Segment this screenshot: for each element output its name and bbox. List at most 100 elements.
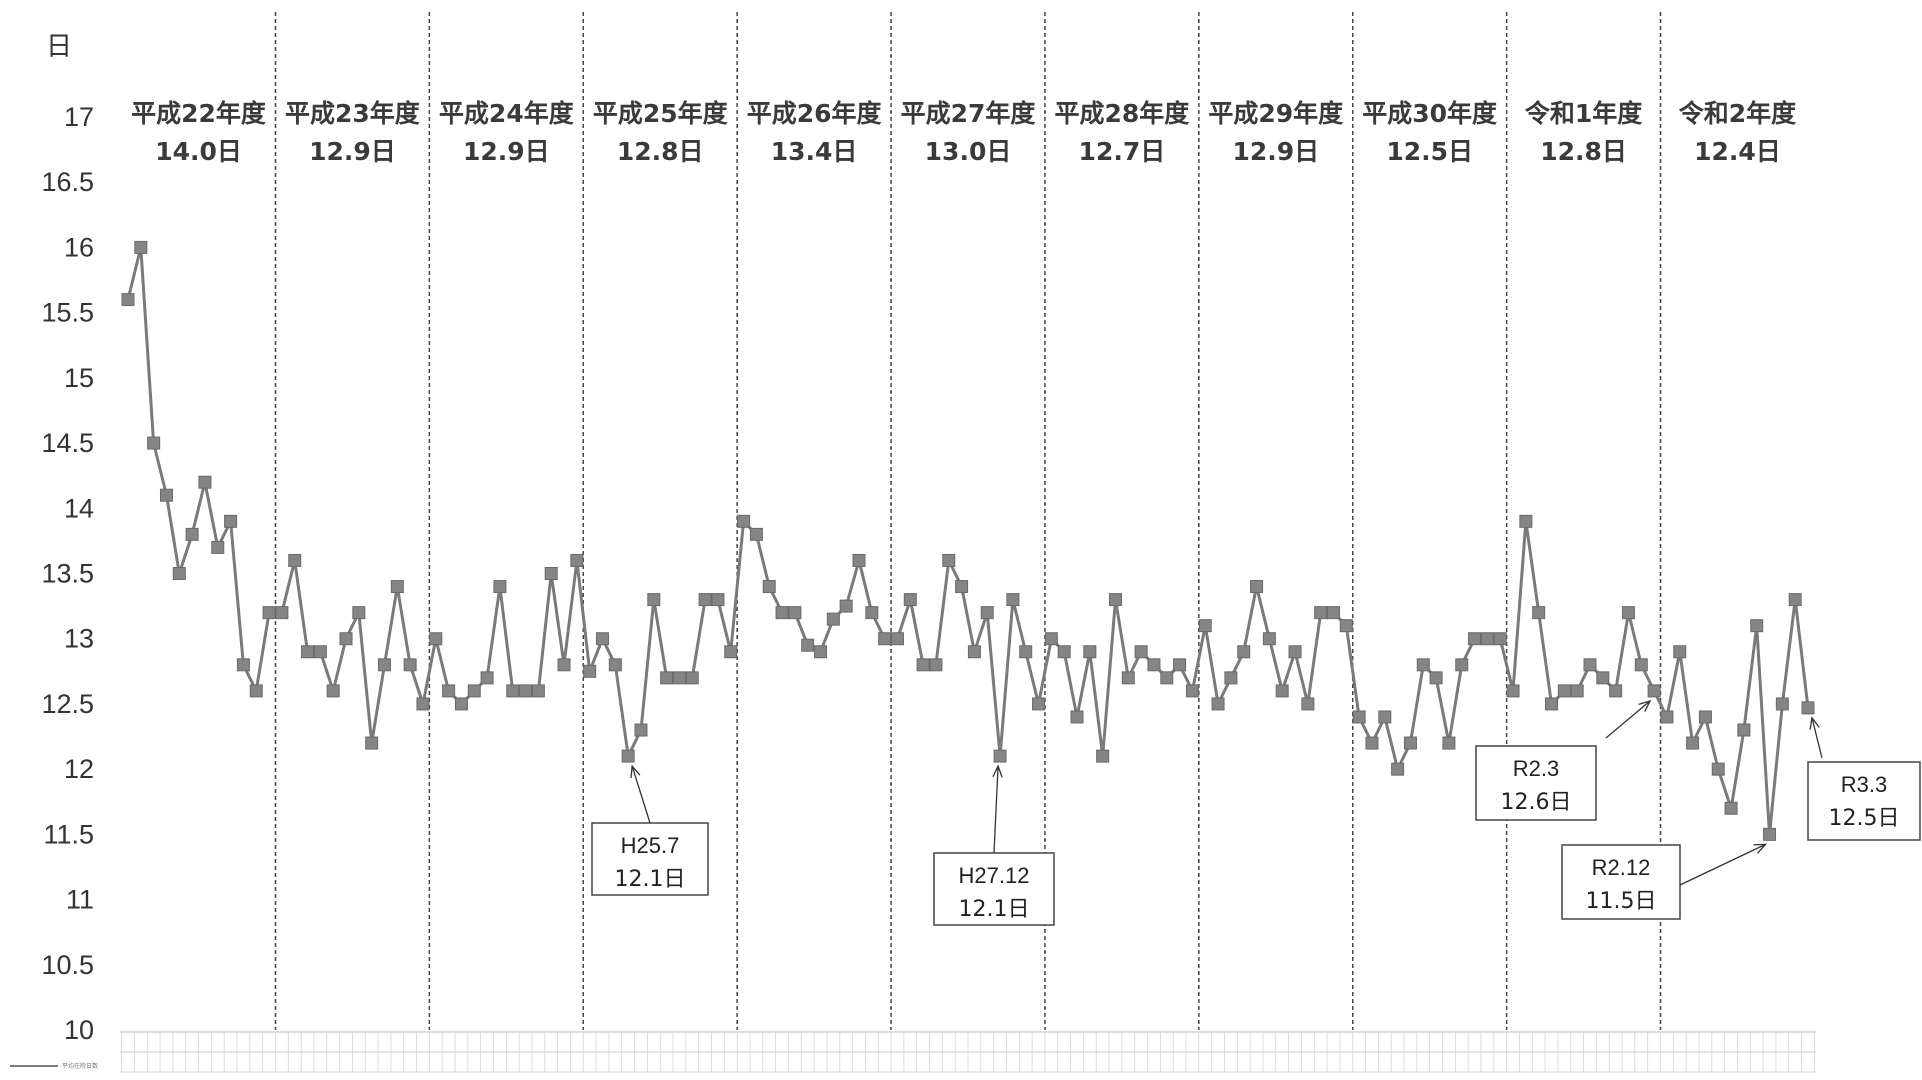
fiscal-year-name: 平成22年度 [131, 99, 266, 128]
callout-arrow-line [1605, 700, 1651, 739]
data-point [1711, 762, 1725, 776]
data-point [916, 658, 930, 672]
data-point [1788, 593, 1802, 607]
data-point [198, 475, 212, 489]
fiscal-year-average: 13.0日 [925, 137, 1012, 166]
data-point [762, 580, 776, 594]
y-tick-label: 15.5 [41, 298, 94, 328]
fiscal-year-average: 13.4日 [771, 137, 858, 166]
data-point [557, 658, 571, 672]
fiscal-year-average: 12.9日 [309, 137, 396, 166]
data-point [1634, 658, 1648, 672]
data-point [1057, 645, 1071, 659]
data-point [531, 684, 545, 698]
data-table-strip [120, 1031, 1816, 1073]
data-point [467, 684, 481, 698]
data-point [596, 632, 610, 646]
data-point [1429, 671, 1443, 685]
data-point [1237, 645, 1251, 659]
data-point [1545, 697, 1559, 711]
data-point [1173, 658, 1187, 672]
data-point [903, 593, 917, 607]
data-point [275, 606, 289, 620]
data-point [660, 671, 674, 685]
y-tick-label: 14 [64, 493, 94, 523]
callout-arrow-line [631, 765, 651, 824]
data-point [1224, 671, 1238, 685]
data-point [1352, 710, 1366, 724]
data-point [1070, 710, 1084, 724]
fiscal-year-name: 平成28年度 [1054, 99, 1189, 128]
data-point [698, 593, 712, 607]
data-point [878, 632, 892, 646]
data-point [1455, 658, 1469, 672]
data-point [1442, 736, 1456, 750]
fiscal-year-average: 12.9日 [1232, 137, 1319, 166]
data-point [1083, 645, 1097, 659]
data-point [1301, 697, 1315, 711]
callout: R2.12 11.5日 [1561, 843, 1768, 920]
data-point [1403, 736, 1417, 750]
data-point [326, 684, 340, 698]
data-point [1160, 671, 1174, 685]
callout: R2.3 12.6日 [1475, 699, 1652, 821]
data-point [737, 514, 751, 528]
data-point [1724, 801, 1738, 815]
fiscal-year-name: 平成25年度 [593, 99, 728, 128]
data-point [890, 632, 904, 646]
data-point [1121, 671, 1135, 685]
callout-box [1807, 761, 1921, 841]
y-tick-label: 13.5 [41, 559, 94, 589]
fiscal-year-name: 令和1年度 [1525, 99, 1642, 128]
fiscal-year-name: 平成23年度 [285, 99, 420, 128]
fiscal-year-average: 14.0日 [155, 137, 242, 166]
callout-arrow-line [993, 766, 999, 854]
data-point [1275, 684, 1289, 698]
data-point [955, 580, 969, 594]
data-point [1314, 606, 1328, 620]
data-point [929, 658, 943, 672]
data-point [1750, 619, 1764, 633]
data-point [1019, 645, 1033, 659]
data-point [1262, 632, 1276, 646]
data-point [1378, 710, 1392, 724]
data-point [672, 671, 686, 685]
data-point [1391, 762, 1405, 776]
fiscal-year-average: 12.5日 [1386, 137, 1473, 166]
data-point [1583, 658, 1597, 672]
data-point [1532, 606, 1546, 620]
data-point [1596, 671, 1610, 685]
callout-arrow-line [1679, 843, 1766, 886]
callout-arrow-head [992, 764, 1003, 778]
fiscal-year-name: 平成30年度 [1362, 99, 1497, 128]
fiscal-year-name: 平成27年度 [901, 99, 1036, 128]
data-point [365, 736, 379, 750]
data-point [1647, 684, 1661, 698]
data-point [1211, 697, 1225, 711]
data-point [801, 638, 815, 652]
data-point [1468, 632, 1482, 646]
callout-date: H25.7 [621, 833, 680, 858]
data-point [570, 553, 584, 567]
callout-date: R2.3 [1513, 756, 1559, 781]
data-point [301, 645, 315, 659]
y-axis-ticks: 17 16.5 16 15.5 15 14.5 14 13.5 13 12.5 12 11.5 11 10… [41, 102, 94, 1045]
data-point [1006, 593, 1020, 607]
y-tick-label: 11 [66, 885, 94, 915]
data-point [249, 684, 263, 698]
callout-arrow-head [1753, 843, 1768, 854]
data-point [608, 658, 622, 672]
data-point [288, 553, 302, 567]
data-point [814, 645, 828, 659]
y-tick-label: 13 [64, 624, 94, 654]
data-point [1660, 710, 1674, 724]
data-point [1609, 684, 1623, 698]
data-point [775, 606, 789, 620]
data-point [185, 527, 199, 541]
series-line-group [126, 245, 1810, 836]
callout-box [1561, 844, 1681, 920]
callout: H27.12 12.1日 [933, 764, 1055, 926]
data-point [442, 684, 456, 698]
data-point [1250, 580, 1264, 594]
